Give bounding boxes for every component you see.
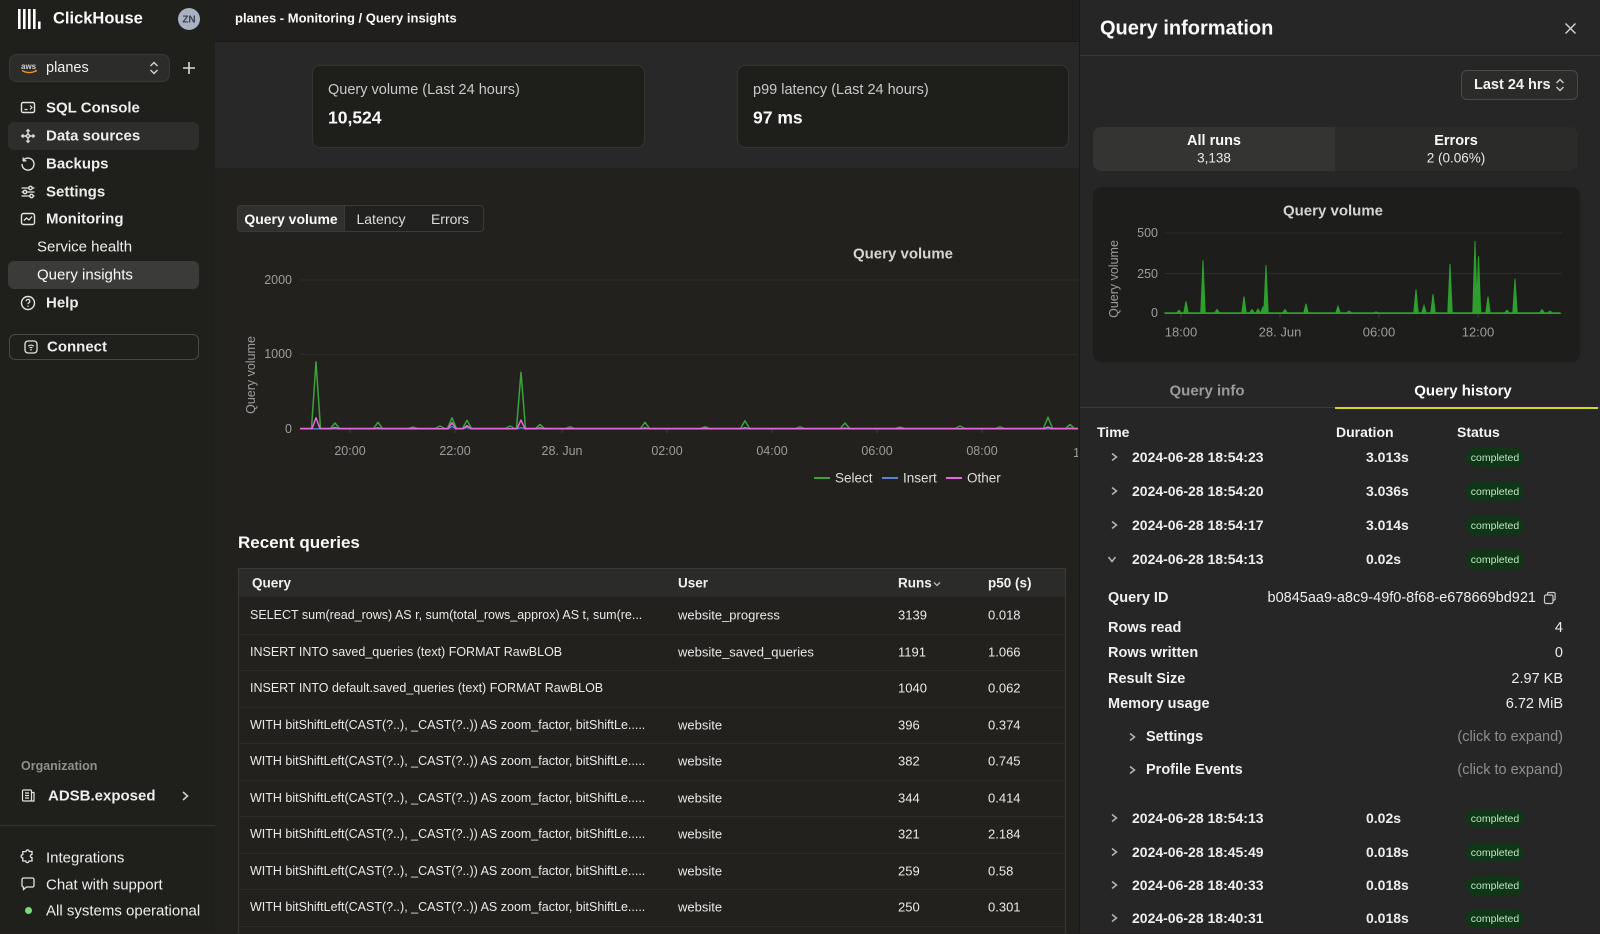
svg-text:aws: aws: [21, 62, 37, 71]
